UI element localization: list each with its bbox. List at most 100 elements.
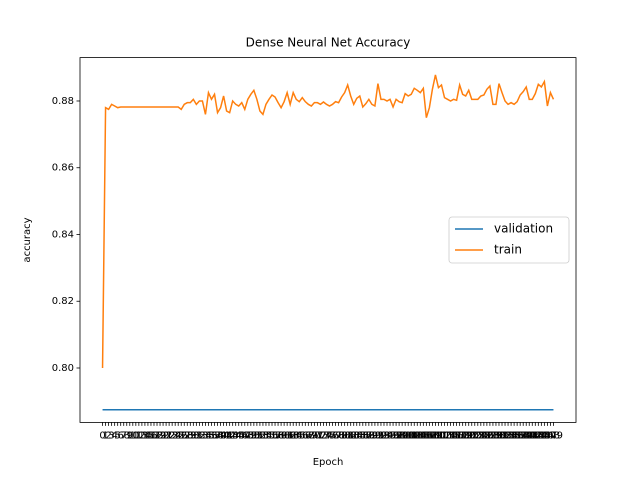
y-tick-label: 0.88 <box>52 96 74 107</box>
x-tick-label: 131 <box>489 430 508 441</box>
axes-frame <box>79 57 577 423</box>
x-tick-label: 5 <box>114 430 120 441</box>
legend-label: train <box>494 243 522 257</box>
x-tick-label: 144 <box>529 430 548 441</box>
x-tick-label: 34 <box>199 430 212 441</box>
x-tick-label: 98 <box>393 430 406 441</box>
x-tick-label: 79 <box>335 430 348 441</box>
x-tick-label: 122 <box>462 430 481 441</box>
x-tick-label: 38 <box>211 430 224 441</box>
x-tick-label: 33 <box>196 430 209 441</box>
x-tick-label: 103 <box>405 430 424 441</box>
x-tick-label: 102 <box>402 430 421 441</box>
x-tick-label: 68 <box>302 430 315 441</box>
x-tick-label: 137 <box>508 430 527 441</box>
x-tick-label: 110 <box>426 430 445 441</box>
x-tick-label: 97 <box>390 430 403 441</box>
x-tick-label: 116 <box>444 430 463 441</box>
x-tick-label: 124 <box>468 430 487 441</box>
x-tick-label: 113 <box>435 430 454 441</box>
x-tick-label: 15 <box>142 430 155 441</box>
y-tick-label: 0.82 <box>52 296 74 307</box>
x-tick-label: 118 <box>450 430 469 441</box>
x-tick-label: 83 <box>347 430 360 441</box>
y-tick-label: 0.80 <box>52 363 74 374</box>
x-tick-label: 106 <box>414 430 433 441</box>
x-tick-label: 45 <box>232 430 245 441</box>
x-tick-label: 61 <box>281 430 294 441</box>
x-tick-label: 147 <box>538 430 557 441</box>
x-tick-label: 32 <box>193 430 206 441</box>
x-tick-label: 101 <box>399 430 418 441</box>
x-tick-label: 41 <box>220 430 233 441</box>
x-tick-label: 74 <box>320 430 333 441</box>
x-tick-label: 77 <box>329 430 342 441</box>
chart-title: Dense Neural Net Accuracy <box>246 36 411 50</box>
x-tick-label: 123 <box>465 430 484 441</box>
x-tick-label: 9 <box>127 430 133 441</box>
x-tick-label: 104 <box>408 430 427 441</box>
x-tick-label: 35 <box>202 430 215 441</box>
x-tick-label: 121 <box>459 430 478 441</box>
x-tick-label: 63 <box>287 430 300 441</box>
x-tick-label: 88 <box>362 430 375 441</box>
x-tick-label: 100 <box>396 430 415 441</box>
x-tick-label: 21 <box>160 430 173 441</box>
x-tick-label: 30 <box>187 430 200 441</box>
x-tick-label: 99 <box>396 430 409 441</box>
x-tick-label: 18 <box>151 430 164 441</box>
x-tick-label: 50 <box>247 430 260 441</box>
y-tick-label: 0.84 <box>52 229 74 240</box>
x-tick-label: 28 <box>181 430 194 441</box>
x-tick-label: 37 <box>208 430 221 441</box>
x-tick-label: 134 <box>499 430 518 441</box>
x-tick-label: 6 <box>118 430 124 441</box>
x-tick-label: 65 <box>293 430 306 441</box>
x-tick-label: 67 <box>299 430 312 441</box>
x-tick-label: 8 <box>124 430 130 441</box>
x-tick-label: 14 <box>139 430 152 441</box>
x-tick-label: 84 <box>350 430 363 441</box>
x-tick-label: 26 <box>175 430 188 441</box>
x-tick-label: 129 <box>483 430 502 441</box>
legend-label: validation <box>494 222 553 236</box>
x-tick-label: 132 <box>492 430 511 441</box>
x-tick-label: 42 <box>223 430 236 441</box>
x-tick-label: 81 <box>341 430 354 441</box>
x-tick-label: 91 <box>372 430 385 441</box>
x-tick-label: 72 <box>314 430 327 441</box>
x-tick-label: 58 <box>272 430 285 441</box>
x-tick-label: 47 <box>238 430 251 441</box>
x-tick-label: 10 <box>126 430 139 441</box>
x-tick-label: 43 <box>226 430 239 441</box>
x-tick-label: 92 <box>375 430 388 441</box>
x-tick-label: 23 <box>166 430 179 441</box>
x-tick-label: 51 <box>251 430 264 441</box>
x-tick-label: 94 <box>381 430 394 441</box>
x-tick-label: 59 <box>275 430 288 441</box>
x-tick-label: 16 <box>145 430 158 441</box>
x-tick-label: 141 <box>520 430 539 441</box>
x-tick-label: 130 <box>486 430 505 441</box>
y-axis-label: accuracy <box>22 217 33 262</box>
x-tick-label: 12 <box>132 430 145 441</box>
x-tick-label: 62 <box>284 430 297 441</box>
x-tick-label: 133 <box>495 430 514 441</box>
x-tick-label: 80 <box>338 430 351 441</box>
x-tick-label: 127 <box>477 430 496 441</box>
x-tick-label: 89 <box>366 430 379 441</box>
x-tick-label: 139 <box>514 430 533 441</box>
x-tick-label: 57 <box>269 430 282 441</box>
x-tick-label: 40 <box>217 430 230 441</box>
x-tick-label: 29 <box>184 430 197 441</box>
x-tick-label: 117 <box>447 430 466 441</box>
x-tick-label: 69 <box>305 430 318 441</box>
x-tick-label: 87 <box>359 430 372 441</box>
x-tick-label: 128 <box>480 430 499 441</box>
x-tick-label: 52 <box>254 430 267 441</box>
x-tick-label: 142 <box>523 430 542 441</box>
x-tick-label: 115 <box>441 430 460 441</box>
x-tick-label: 111 <box>429 430 448 441</box>
x-tick-label: 19 <box>154 430 167 441</box>
